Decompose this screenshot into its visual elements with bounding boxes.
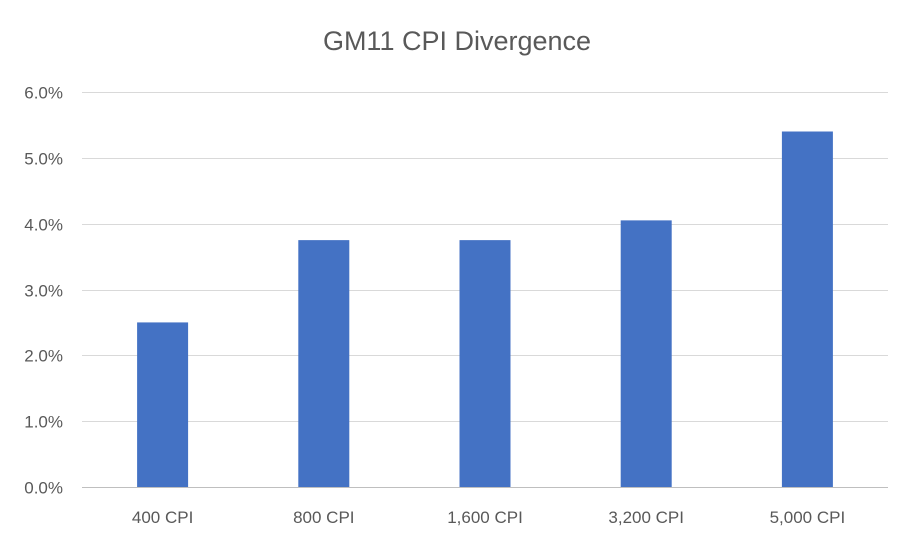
bar — [459, 240, 511, 487]
bar — [781, 131, 833, 487]
bar — [137, 322, 189, 487]
y-tick-label: 4.0% — [24, 216, 63, 235]
x-tick-label: 1,600 CPI — [447, 508, 523, 527]
y-tick-label: 1.0% — [24, 413, 63, 432]
bars — [137, 131, 833, 487]
x-tick-label: 3,200 CPI — [608, 508, 684, 527]
x-tick-label: 800 CPI — [293, 508, 354, 527]
chart-title: GM11 CPI Divergence — [323, 26, 591, 56]
y-tick-label: 5.0% — [24, 150, 63, 169]
y-tick-label: 2.0% — [24, 347, 63, 366]
y-tick-label: 0.0% — [24, 479, 63, 498]
y-tick-labels: 0.0% 1.0% 2.0% 3.0% 4.0% 5.0% 6.0% — [24, 84, 63, 498]
bar — [298, 240, 350, 487]
x-tick-labels: 400 CPI 800 CPI 1,600 CPI 3,200 CPI 5,000 CP… — [132, 508, 845, 527]
y-tick-label: 6.0% — [24, 84, 63, 103]
x-tick-label: 5,000 CPI — [770, 508, 846, 527]
bar — [620, 220, 672, 487]
x-tick-label: 400 CPI — [132, 508, 193, 527]
y-tick-label: 3.0% — [24, 282, 63, 301]
